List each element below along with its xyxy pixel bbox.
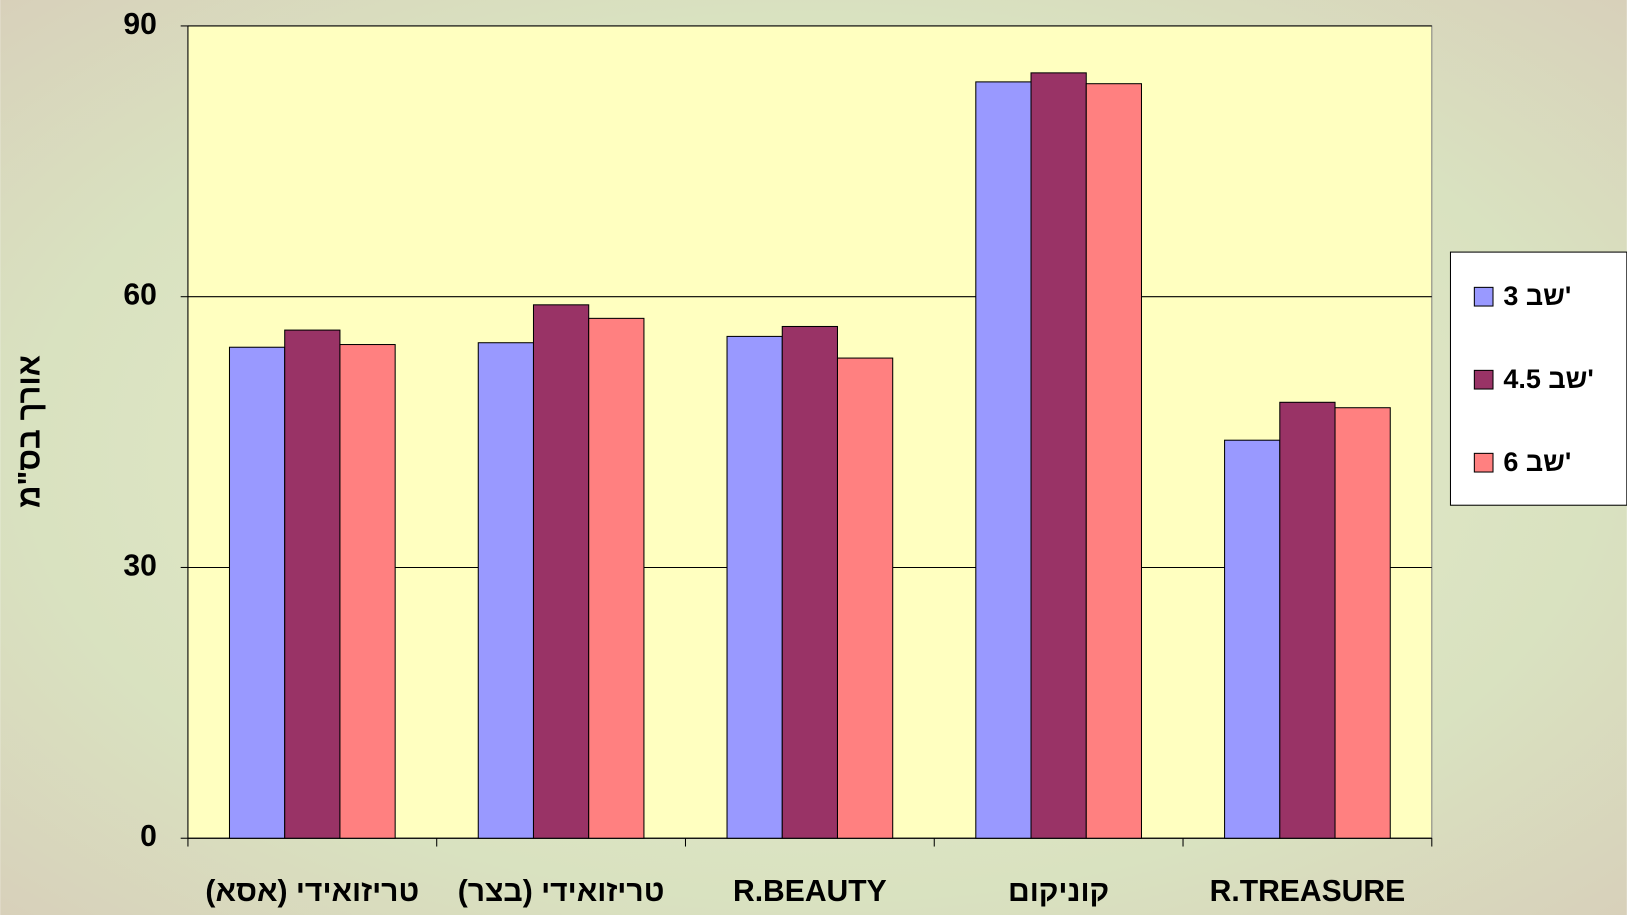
x-tick-label: טריזואידי (בצר) <box>458 875 665 908</box>
bar <box>1224 439 1281 839</box>
x-tick-label: קוניקום <box>1008 875 1109 908</box>
bar <box>781 325 839 839</box>
y-tick-label: 90 <box>123 8 156 41</box>
legend-label: 4.5 שב' <box>1503 364 1593 394</box>
y-axis-label: אורך בס"מ <box>12 355 47 508</box>
bar <box>339 344 396 839</box>
bar <box>588 317 645 839</box>
x-tick-label: R.BEAUTY <box>733 875 887 908</box>
legend-swatch <box>1473 369 1494 390</box>
bar <box>975 81 1032 839</box>
bar <box>1334 407 1391 839</box>
bar <box>532 304 590 839</box>
x-tick-label: טריזואידי (אסא) <box>205 875 419 908</box>
legend-swatch <box>1473 452 1494 473</box>
y-tick-label: 60 <box>123 279 156 312</box>
bar <box>1085 83 1143 839</box>
bar <box>284 329 341 839</box>
y-tick-label: 0 <box>140 820 157 853</box>
bar <box>1030 72 1087 839</box>
bar <box>228 346 286 839</box>
legend-swatch <box>1473 286 1494 307</box>
bar <box>836 357 894 839</box>
y-tick-label: 30 <box>123 549 156 582</box>
legend-label: 3 שב' <box>1503 281 1571 311</box>
bar <box>726 335 783 839</box>
bar <box>477 342 535 839</box>
bar <box>1279 401 1336 839</box>
x-tick-label: R.TREASURE <box>1210 875 1406 908</box>
legend-label: 6 שב' <box>1503 447 1571 477</box>
